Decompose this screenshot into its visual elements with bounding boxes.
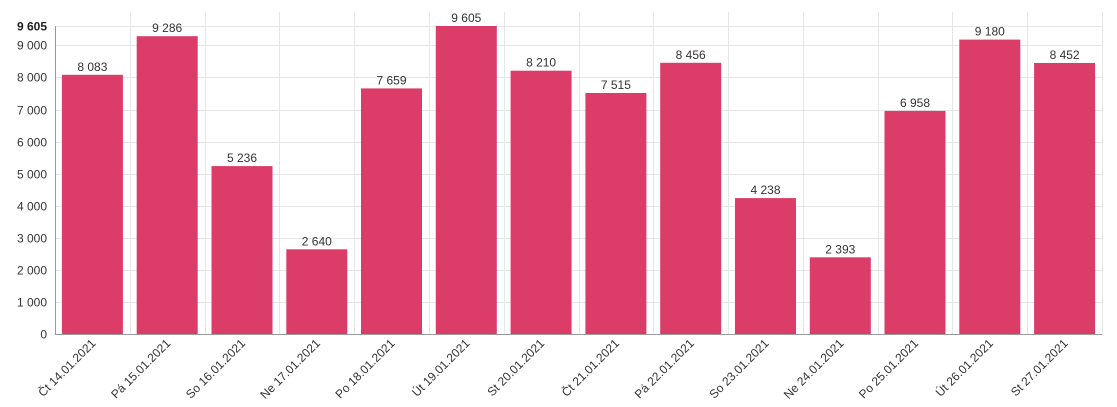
y-tick-label: 1 000: [17, 296, 47, 310]
x-tick-label: St 20.01.2021: [484, 336, 547, 399]
data-label: 2 393: [825, 242, 855, 256]
x-tick-label: So 16.01.2021: [183, 336, 248, 401]
bar[interactable]: [61, 74, 123, 335]
bar[interactable]: [361, 88, 422, 335]
x-tick-label: Čt 21.01.2021: [558, 335, 622, 399]
x-tick-label: Út 19.01.2021: [408, 335, 472, 399]
vertical-gridlines: [130, 12, 1103, 334]
x-tick-label: Po 25.01.2021: [856, 336, 921, 401]
data-labels: 8 083 9 286 5 236 2 640 7 659 9 605 8 210 7 515…: [77, 11, 1080, 256]
bars: [61, 26, 1096, 335]
y-tick-label: 9 605: [17, 20, 47, 34]
x-tick-label: Po 18.01.2021: [333, 336, 398, 401]
bar[interactable]: [585, 93, 647, 334]
axes: [55, 26, 1102, 335]
y-tick-label: 9 000: [17, 39, 47, 53]
y-tick-label: 5 000: [17, 168, 47, 182]
y-tick-label: 3 000: [17, 232, 47, 246]
bar[interactable]: [286, 249, 348, 334]
y-tick-label: 0: [40, 328, 47, 342]
data-label: 8 210: [526, 56, 556, 70]
data-label: 9 286: [152, 21, 182, 35]
data-label: 2 640: [302, 234, 332, 248]
bar[interactable]: [136, 36, 198, 334]
bar[interactable]: [211, 166, 273, 334]
data-label: 9 605: [451, 11, 481, 25]
x-tick-label: Pá 15.01.2021: [108, 336, 173, 401]
x-tick-label: Út 26.01.2021: [932, 335, 996, 399]
y-axis-tick-labels: 0 1 000 2 000 3 000 4 000 5 000 6 000 7 000 8 00…: [17, 20, 47, 342]
bar[interactable]: [1034, 63, 1096, 334]
x-tick-label: St 27.01.2021: [1008, 336, 1071, 399]
x-tick-label: So 23.01.2021: [707, 336, 772, 401]
x-axis-tick-labels: Čt 14.01.2021 Pá 15.01.2021 So 16.01.2021 N…: [35, 335, 1071, 402]
bar[interactable]: [660, 62, 722, 335]
x-tick-label: Ne 17.01.2021: [257, 336, 323, 402]
y-tick-label: 2 000: [17, 264, 47, 278]
data-label: 9 180: [975, 25, 1005, 39]
data-label: 4 238: [750, 183, 780, 197]
bar[interactable]: [735, 198, 796, 334]
x-tick-label: Pá 22.01.2021: [632, 336, 697, 401]
bar[interactable]: [884, 110, 946, 335]
y-tick-label: 8 000: [17, 71, 47, 85]
bar[interactable]: [809, 257, 871, 334]
y-tick-label: 4 000: [17, 200, 47, 214]
data-label: 7 515: [601, 78, 631, 92]
data-label: 8 456: [676, 48, 706, 62]
data-label: 8 452: [1050, 48, 1080, 62]
bar[interactable]: [959, 39, 1021, 334]
y-tick-label: 6 000: [17, 136, 47, 150]
x-tick-label: Ne 24.01.2021: [781, 336, 847, 402]
bar[interactable]: [435, 26, 497, 334]
data-label: 7 659: [376, 73, 406, 87]
x-tick-label: Čt 14.01.2021: [35, 335, 99, 399]
data-label: 5 236: [227, 151, 257, 165]
bar[interactable]: [510, 70, 572, 334]
y-tick-label: 7 000: [17, 104, 47, 118]
data-label: 6 958: [900, 96, 930, 110]
data-label: 8 083: [77, 60, 107, 74]
